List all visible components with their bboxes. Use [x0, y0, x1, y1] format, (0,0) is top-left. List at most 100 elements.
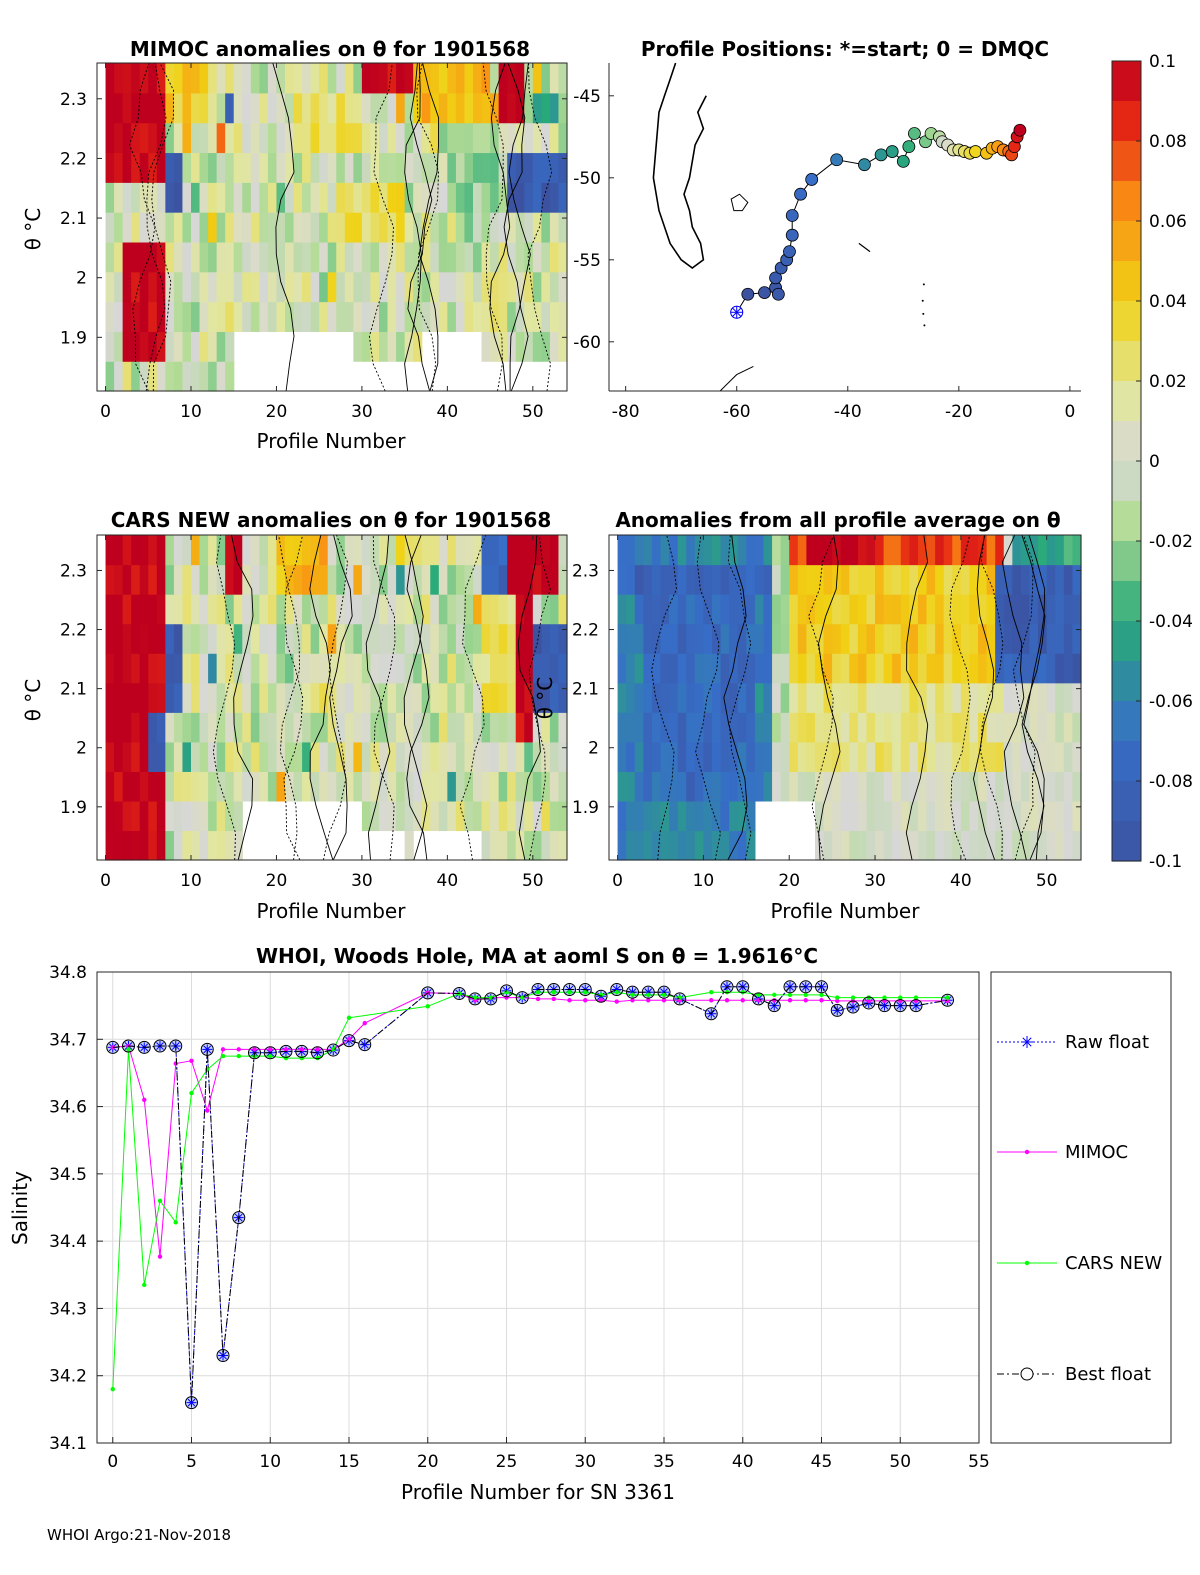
colorbar-band — [1112, 701, 1141, 742]
heatmap-cell — [285, 212, 295, 243]
heatmap-cell — [455, 741, 466, 772]
heatmap-cell — [430, 771, 440, 802]
heatmap-cell — [660, 712, 670, 743]
heatmap-cell — [481, 830, 491, 861]
heatmap-cell — [617, 682, 627, 713]
data-point — [311, 1046, 324, 1060]
heatmap-cell — [686, 682, 696, 713]
heatmap-cell — [276, 241, 286, 273]
heatmap-cell — [464, 594, 474, 625]
profile-position-marker — [785, 209, 799, 222]
data-point — [216, 1349, 230, 1363]
heatmap-cell — [883, 682, 893, 713]
heatmap-cell — [669, 682, 679, 713]
heatmap-cell — [1072, 564, 1082, 595]
heatmap-cell — [694, 564, 704, 595]
data-point — [646, 998, 651, 1003]
heatmap-cell — [1063, 594, 1074, 625]
contour-line — [145, 62, 167, 392]
heatmap-cell — [515, 623, 525, 654]
contour-line — [905, 534, 929, 861]
heatmap-cell — [302, 212, 312, 243]
heatmap-cell — [1029, 623, 1039, 654]
heatmap-cell — [875, 623, 885, 654]
heatmap-cell — [242, 653, 252, 684]
heatmap-cell — [763, 623, 773, 654]
heatmap-cell — [1038, 741, 1048, 772]
heatmap-cell — [191, 712, 201, 743]
heatmap-cell — [549, 182, 560, 213]
heatmap-cell — [1055, 771, 1065, 802]
heatmap-cell — [840, 653, 850, 684]
heatmap-cell — [455, 271, 466, 303]
heatmap-cell — [892, 623, 902, 654]
heatmap-cell — [276, 122, 286, 154]
heatmap-cell — [387, 682, 397, 713]
heatmap-cell — [986, 623, 996, 654]
heatmap-cell — [703, 682, 713, 713]
heatmap-cell — [122, 594, 132, 625]
heatmap-cell — [199, 301, 209, 332]
heatmap-cell — [404, 241, 414, 273]
contour-line — [151, 62, 174, 392]
heatmap-cell — [558, 271, 568, 303]
heatmap-cell — [1020, 771, 1031, 802]
heatmap-cell — [1055, 741, 1065, 772]
data-point — [189, 1090, 194, 1096]
heatmap-cell — [319, 771, 329, 802]
heatmap-cell — [250, 741, 260, 772]
heatmap-cell — [737, 682, 747, 713]
heatmap-cell — [250, 122, 260, 154]
heatmap-cell — [259, 241, 269, 273]
heatmap-cell — [233, 212, 243, 243]
heatmap-cell — [909, 623, 919, 654]
heatmap-cell — [216, 331, 226, 362]
heatmap-cell — [114, 331, 124, 362]
heatmap-cell — [379, 241, 389, 273]
heatmap-cell — [165, 361, 175, 392]
heatmap-cell — [396, 682, 406, 713]
heatmap-cell — [729, 771, 739, 802]
heatmap-cell — [455, 623, 466, 654]
heatmap-cell — [267, 712, 278, 743]
heatmap-cell — [935, 830, 945, 861]
data-point — [941, 993, 954, 1007]
heatmap-cell — [875, 653, 885, 684]
heatmap-cell — [909, 594, 919, 625]
heatmap-cell — [481, 682, 491, 713]
heatmap-cell — [481, 271, 491, 303]
heatmap-cell — [549, 830, 560, 861]
heatmap-cell — [276, 712, 286, 743]
heatmap-cell — [549, 122, 560, 154]
heatmap-cell — [302, 712, 312, 743]
heatmap-cell — [225, 771, 235, 802]
heatmap-cell — [669, 771, 679, 802]
data-point — [567, 989, 572, 995]
heatmap-cell — [532, 92, 542, 124]
heatmap-cell — [498, 682, 508, 713]
heatmap-cell — [276, 623, 286, 654]
heatmap-cell — [490, 182, 500, 213]
heatmap-cell — [549, 535, 560, 566]
heatmap-cell — [259, 771, 269, 802]
colorbar-band — [1112, 381, 1141, 422]
data-point — [236, 1053, 241, 1059]
heatmap-cell — [233, 241, 243, 273]
heatmap-cell — [643, 830, 653, 861]
heatmap-cell — [421, 152, 431, 183]
heatmap-cell — [114, 152, 124, 183]
data-point — [614, 999, 619, 1004]
heatmap-cell — [464, 92, 474, 124]
heatmap-cell — [216, 92, 226, 124]
heatmap-cell — [131, 712, 141, 743]
heatmap-cell — [199, 682, 209, 713]
heatmap-cell — [216, 122, 226, 154]
colorbar-tick-label: 0.02 — [1149, 372, 1187, 392]
heatmap-cell — [515, 182, 525, 213]
data-point — [909, 999, 923, 1013]
heatmap-cell — [763, 653, 773, 684]
heatmap-cell — [515, 212, 525, 243]
heatmap-cell — [558, 182, 568, 213]
heatmap-cell — [156, 564, 166, 595]
heatmap-cell — [267, 212, 278, 243]
